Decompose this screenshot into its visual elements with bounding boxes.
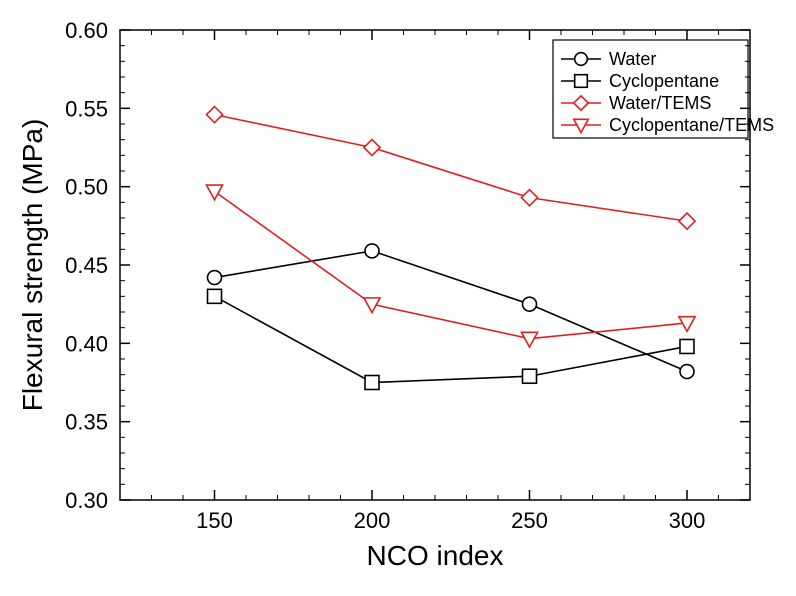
- y-tick-label: 0.30: [65, 488, 108, 513]
- x-tick-label: 250: [511, 508, 548, 533]
- legend-label: Water: [609, 49, 656, 69]
- flexural-strength-chart: 150 200 250 300 NCO index 0.30 0.35 0.40 0.45 0.5…: [0, 0, 796, 596]
- y-tick-label: 0.55: [65, 96, 108, 121]
- x-tick-label: 150: [196, 508, 233, 533]
- y-tick-label: 0.60: [65, 18, 108, 43]
- y-tick-label: 0.35: [65, 410, 108, 435]
- x-tick-label: 200: [354, 508, 391, 533]
- legend-label: Cyclopentane: [609, 71, 719, 91]
- y-tick-label: 0.40: [65, 331, 108, 356]
- legend-label: Cyclopentane/TEMS: [609, 115, 774, 135]
- y-tick-label: 0.45: [65, 253, 108, 278]
- y-axis-title: Flexural strength (MPa): [17, 119, 48, 412]
- legend-label: Water/TEMS: [609, 93, 711, 113]
- y-tick-label: 0.50: [65, 175, 108, 200]
- x-axis-title: NCO index: [367, 540, 504, 571]
- x-tick-label: 300: [669, 508, 706, 533]
